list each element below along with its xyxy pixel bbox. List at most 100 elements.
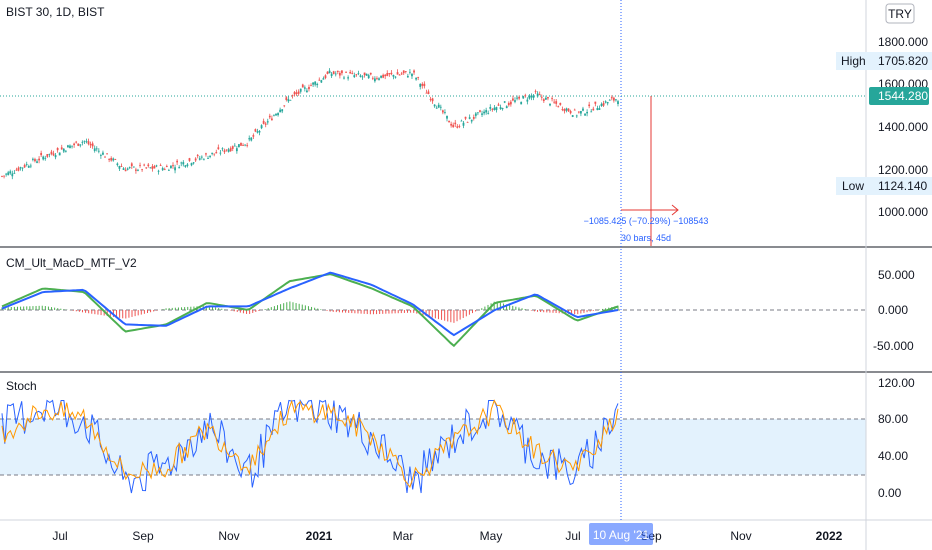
price-candles[interactable] — [1, 68, 619, 180]
candle-body — [44, 157, 47, 159]
candle-body — [392, 74, 395, 77]
candle-body — [19, 167, 22, 169]
candle-body — [474, 113, 477, 116]
candle-body — [602, 103, 605, 106]
candle-body — [365, 73, 368, 76]
candle-body — [137, 169, 139, 171]
candle-body — [182, 162, 185, 165]
candle-body — [328, 70, 331, 74]
candle-body — [367, 75, 370, 79]
candle-body — [225, 149, 228, 151]
candle-body — [213, 153, 216, 155]
candle-body — [122, 168, 125, 170]
candle-body — [161, 168, 164, 171]
candle-body — [580, 111, 582, 114]
candle-body — [563, 109, 566, 112]
candle-body — [174, 167, 176, 171]
candle-body — [371, 77, 374, 79]
candle-body — [610, 97, 613, 99]
candle-body — [369, 72, 372, 75]
candle-body — [198, 158, 201, 160]
candle-body — [15, 169, 18, 171]
candle-body — [9, 171, 12, 174]
cursor-date-badge — [589, 523, 653, 545]
candle-body — [95, 148, 98, 150]
candle-body — [128, 167, 131, 168]
candle-body — [534, 90, 537, 92]
candle-body — [349, 71, 352, 74]
measure-tool[interactable]: −1085.425 (−70.29%) −108543 30 bars, 45d — [584, 96, 709, 246]
candle-body — [308, 87, 310, 90]
candle-body — [481, 113, 483, 115]
candle-body — [495, 107, 498, 111]
candle-body — [549, 103, 551, 106]
candle-body — [58, 152, 61, 156]
candle-body — [186, 164, 189, 166]
currency-badge[interactable] — [885, 3, 915, 24]
low-value: 1124.140 — [878, 179, 927, 193]
candle-body — [52, 153, 55, 156]
candle-body — [233, 145, 236, 147]
candle-body — [310, 85, 312, 87]
candle-body — [83, 140, 86, 142]
candle-body — [567, 108, 570, 112]
candle-body — [532, 95, 535, 98]
candle-body — [93, 148, 96, 151]
stoch-tick: 40.00 — [878, 449, 908, 463]
candle-body — [524, 95, 527, 97]
candle-body — [384, 74, 387, 77]
candle-body — [301, 84, 304, 88]
low-label: Low — [842, 179, 864, 193]
candle-body — [29, 165, 32, 167]
candle-body — [359, 75, 362, 77]
candle-body — [542, 99, 545, 102]
candle-body — [398, 74, 401, 76]
candle-body — [299, 88, 302, 92]
candle-body — [268, 115, 271, 118]
candle-body — [102, 152, 104, 155]
candle-body — [351, 73, 354, 74]
candle-body — [326, 71, 329, 74]
candle-body — [240, 142, 242, 146]
candle-body — [571, 115, 574, 117]
candle-body — [386, 73, 389, 76]
candle-body — [363, 72, 366, 76]
stoch-d-line — [1, 399, 619, 489]
candle-body — [258, 130, 261, 133]
candle-body — [157, 170, 160, 172]
candle-body — [528, 95, 531, 99]
candle-body — [264, 123, 267, 125]
candle-body — [262, 120, 265, 124]
candle-body — [507, 102, 510, 106]
candle-body — [190, 163, 193, 166]
stoch-tick: 120.00 — [878, 376, 915, 390]
candle-body — [126, 168, 129, 170]
candle-body — [81, 141, 84, 143]
candle-body — [252, 135, 255, 137]
candle-body — [509, 101, 512, 105]
measure-arrow-icon — [671, 204, 679, 216]
price-tick: 1200.000 — [878, 163, 928, 177]
stoch-title: Stoch — [6, 379, 37, 393]
candle-body — [75, 141, 78, 143]
last-price-value: 1544.280 — [878, 89, 928, 103]
candle-body — [229, 148, 232, 152]
candle-body — [483, 111, 485, 114]
candle-body — [555, 101, 558, 104]
candle-body — [522, 96, 525, 99]
candle-body — [283, 105, 286, 107]
candle-body — [586, 112, 588, 114]
candle-body — [598, 108, 601, 110]
candle-body — [303, 87, 306, 89]
measure-label-line1: −1085.425 (−70.29%) −108543 — [584, 216, 709, 226]
candle-body — [590, 111, 593, 113]
candle-body — [62, 148, 65, 152]
candle-body — [417, 77, 420, 78]
measure-label-line2: 30 bars, 45d — [621, 233, 671, 243]
candle-body — [118, 165, 121, 169]
candle-body — [330, 73, 333, 77]
candle-body — [487, 112, 490, 114]
candle-body — [565, 108, 568, 111]
candle-body — [594, 101, 597, 104]
